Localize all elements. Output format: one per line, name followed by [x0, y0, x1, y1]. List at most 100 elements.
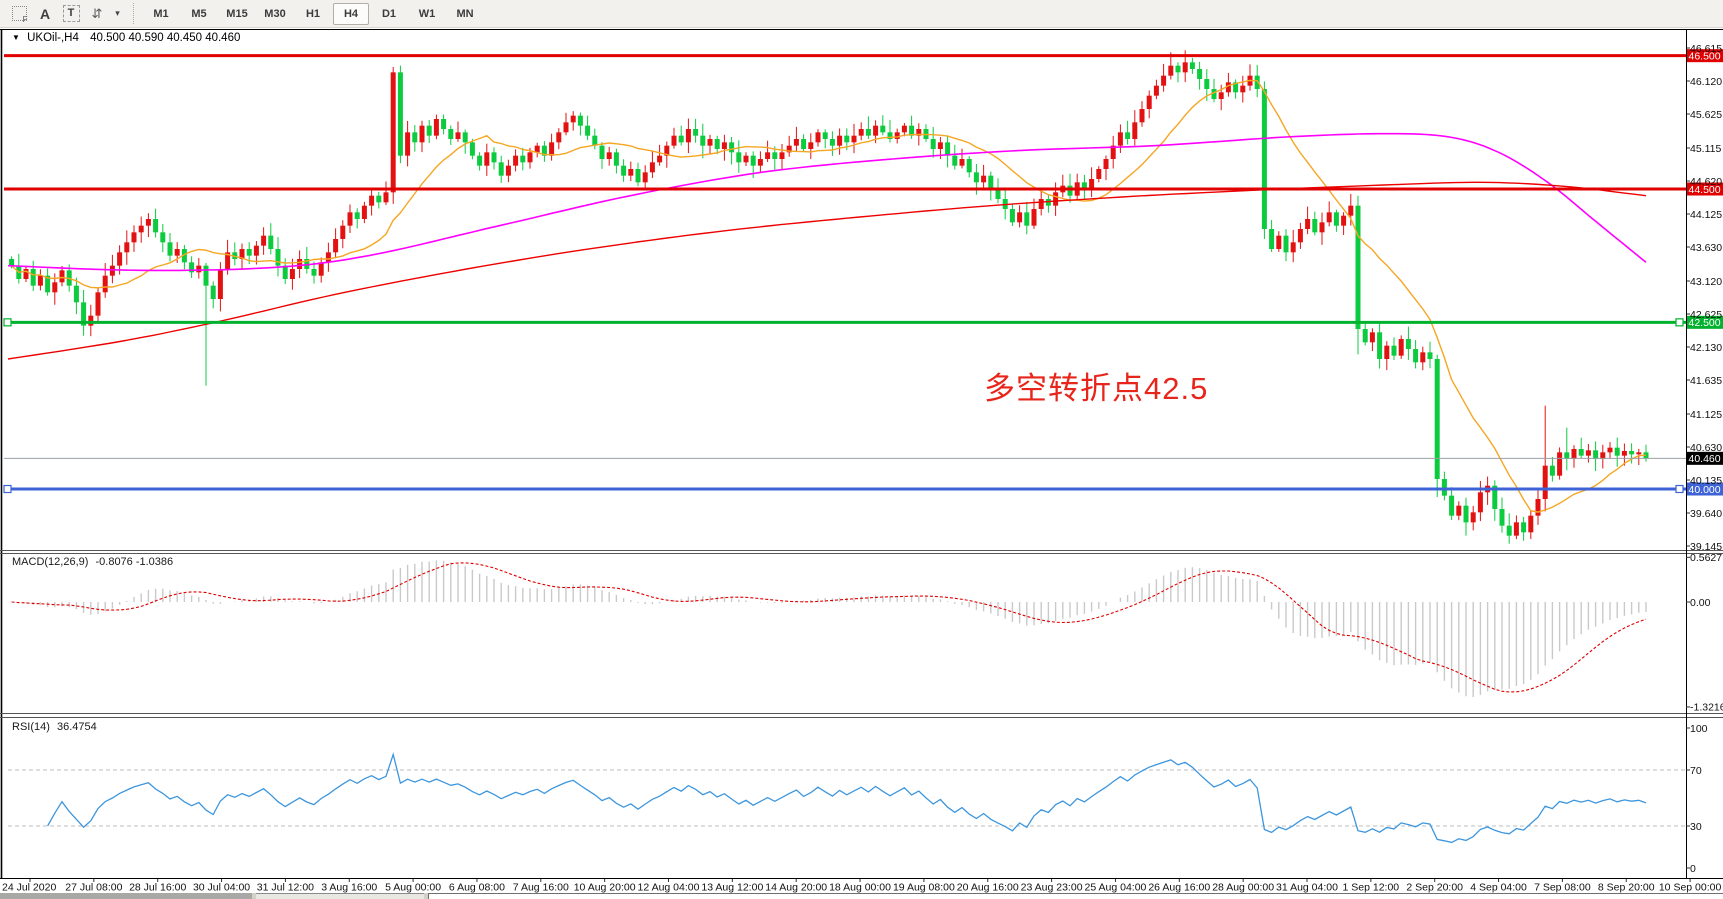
candle-body [621, 165, 627, 176]
candle-body [477, 155, 483, 166]
timeframe-m30-button[interactable]: M30 [264, 7, 286, 20]
candle-body [1305, 219, 1311, 230]
candle-body [448, 129, 454, 140]
timeframe-mn-button[interactable]: MN [456, 7, 474, 20]
timeframe-m5-button[interactable]: M5 [191, 7, 207, 20]
candle-body [268, 235, 274, 250]
timeframe-m15-button[interactable]: M15 [226, 7, 248, 20]
candle-body [563, 122, 569, 133]
candle-body [1470, 512, 1476, 523]
candle-body [1571, 449, 1577, 460]
candle-body [844, 135, 850, 143]
macd-tick-label: -1.3216 [1690, 702, 1723, 714]
candle-body [1269, 229, 1275, 250]
candle-body [9, 259, 15, 266]
candle-body [498, 162, 504, 176]
timeframe-m1-button[interactable]: M1 [153, 7, 169, 20]
timeframe-h1-button[interactable]: H1 [305, 7, 321, 20]
candle-body [966, 159, 972, 173]
cursor-arrows-icon[interactable]: ⇵ [91, 5, 103, 21]
time-tick-label: 27 Jul 08:00 [65, 882, 122, 894]
drawing-tools-group: F A T ⇵ ▾ [6, 3, 124, 25]
candle-body [1326, 212, 1332, 223]
dock-grid-f-icon[interactable]: F [7, 3, 31, 25]
candle-body [196, 265, 202, 273]
price-tick-label: 39.145 [1690, 541, 1722, 553]
time-tick-label: 30 Jul 04:00 [193, 882, 250, 894]
candle-body [973, 172, 979, 183]
candle-body [829, 139, 835, 146]
status-segment [256, 893, 424, 899]
macd-tick-label: 0.00 [1690, 597, 1711, 609]
candle-body [45, 275, 51, 293]
candle-body [657, 155, 663, 163]
candle-body [1089, 179, 1095, 190]
candle-body [549, 142, 555, 156]
candle-body [1405, 339, 1411, 350]
candle-body [1153, 85, 1159, 96]
timeframe-w1-button[interactable]: W1 [418, 7, 436, 20]
candle-body [1218, 92, 1224, 100]
time-tick-label: 7 Sep 08:00 [1534, 882, 1591, 894]
candle-body [239, 249, 245, 260]
candle-body [520, 155, 526, 163]
candle-body [37, 275, 43, 286]
candle-body [1319, 222, 1325, 233]
candle-body [426, 125, 432, 136]
candle-body [217, 269, 223, 300]
time-tick-label: 14 Aug 20:00 [765, 882, 827, 894]
price-tick-label: 43.120 [1690, 276, 1722, 288]
candle-body [1398, 339, 1404, 356]
candle-body [1348, 205, 1354, 216]
candle-body [570, 115, 576, 123]
line-handle[interactable] [3, 484, 12, 494]
candle-body [225, 252, 231, 270]
text-label-tool-icon[interactable]: T [59, 3, 83, 25]
candle-body [275, 249, 281, 266]
candle-body [1038, 199, 1044, 210]
candle-body [793, 139, 799, 146]
candle-body [95, 292, 101, 316]
candle-body [909, 125, 915, 136]
price-tick-label: 41.125 [1690, 409, 1722, 421]
price-tick-label: 46.615 [1690, 43, 1722, 55]
candle-body [189, 262, 195, 273]
candle-body [1513, 522, 1519, 536]
rsi-line [47, 752, 1647, 844]
candle-body [138, 225, 144, 233]
candle-body [1067, 185, 1073, 196]
candle-body [1204, 79, 1210, 90]
candle-body [736, 152, 742, 163]
candle-body [1333, 212, 1339, 226]
candle-body [1499, 509, 1505, 526]
price-chart-canvas[interactable]: 46.500 44.500 42.500 40.460 40.000 46.615 46.1… [0, 29, 1723, 893]
price-level-label [1686, 451, 1723, 465]
price-level-label [1686, 182, 1723, 196]
line-handle[interactable] [1675, 484, 1684, 494]
candle-body [419, 125, 425, 143]
candle-body [369, 195, 375, 206]
time-tick-label: 25 Aug 04:00 [1084, 882, 1146, 894]
line-handle[interactable] [1675, 318, 1684, 327]
timeframe-h4-button[interactable]: H4 [333, 2, 369, 25]
candle-body [1535, 499, 1541, 516]
arrow-tool-icon[interactable]: A [39, 5, 51, 22]
candle-body [433, 119, 439, 136]
candle-body [1225, 82, 1231, 93]
candle-body [297, 259, 303, 270]
candle-body [1434, 359, 1440, 480]
candle-body [541, 145, 547, 156]
candle-body [1276, 235, 1282, 250]
candle-body [469, 142, 475, 156]
candle-body [1017, 212, 1023, 223]
candle-body [390, 72, 396, 193]
timeframe-d1-button[interactable]: D1 [381, 7, 397, 20]
price-level-value: 46.500 [1689, 50, 1721, 62]
time-tick-label: 18 Aug 00:00 [829, 882, 891, 894]
candle-body [1585, 450, 1591, 456]
candle-body [779, 152, 785, 160]
time-tick-label: 23 Aug 23:00 [1021, 882, 1083, 894]
dropdown-caret-icon[interactable]: ▾ [115, 8, 120, 18]
line-handle[interactable] [3, 318, 12, 327]
candle-body [1297, 229, 1303, 243]
